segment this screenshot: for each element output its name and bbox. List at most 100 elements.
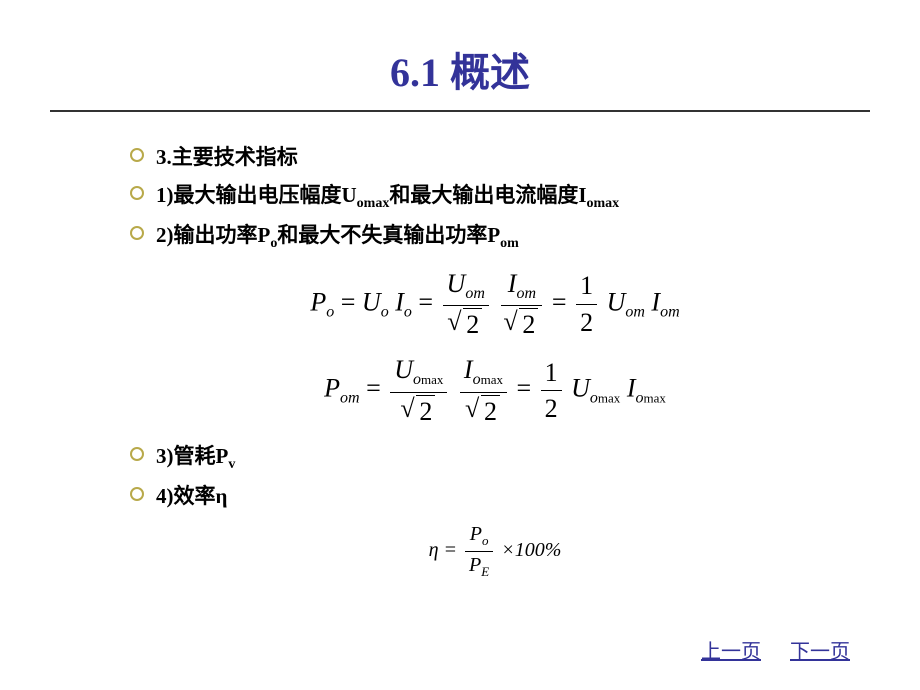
subscript-max: max (643, 391, 665, 406)
subscript-om: om (625, 303, 645, 320)
sqrt-icon: 2 (467, 395, 500, 427)
prev-page-link[interactable]: 上一页 (701, 641, 761, 663)
bullet-item-4: 3)管耗Pv (130, 441, 860, 475)
subscript-max: max (421, 373, 443, 388)
radicand: 2 (519, 308, 538, 340)
bullet-ring-icon (130, 226, 144, 240)
slide: 6.1 概述 3.主要技术指标 1)最大输出电压幅度Uomax和最大输出电流幅度… (0, 0, 920, 690)
bullet-item-5: 4)效率η (130, 481, 860, 513)
times-100-percent: ×100% (501, 539, 561, 561)
equals: = (341, 287, 362, 316)
var-U: U (447, 269, 466, 298)
bullet-item-3: 2)输出功率Po和最大不失真输出功率Pom (130, 220, 860, 254)
var-I: I (464, 355, 473, 384)
bullet-text-3: 2)输出功率Po和最大不失真输出功率Pom (156, 220, 519, 254)
denominator: 2 (501, 306, 542, 340)
subscript-E: E (481, 564, 489, 579)
content-area: 3.主要技术指标 1)最大输出电压幅度Uomax和最大输出电流幅度Iomax 2… (0, 142, 920, 580)
denominator: 2 (443, 306, 489, 340)
next-page-link[interactable]: 下一页 (790, 641, 850, 663)
subscript-o: o (482, 533, 489, 548)
fraction: Uom 2 (443, 268, 489, 341)
formula-pom: Pom = Uomax 2 Iomax 2 = 1 2 Uomax Iomax (130, 354, 860, 427)
fraction: Po PE (465, 523, 493, 580)
var-P: P (324, 374, 340, 403)
fraction-half: 1 2 (576, 270, 597, 337)
var-P: P (469, 554, 481, 576)
var-U: U (571, 374, 590, 403)
subscript-o: o (590, 390, 598, 407)
radicand: 2 (481, 395, 500, 427)
text-fragment: 和最大输出电流幅度I (389, 183, 586, 207)
text-fragment: 和最大不失真输出功率P (277, 223, 500, 247)
equals: = (418, 287, 439, 316)
title-underline (50, 110, 870, 112)
equals: = (366, 374, 387, 403)
text-fragment: 1)最大输出电压幅度U (156, 183, 357, 207)
fraction: Uomax 2 (390, 354, 447, 427)
equals: = (516, 374, 537, 403)
radicand: 2 (416, 395, 435, 427)
formula-efficiency: η = Po PE ×100% (130, 523, 860, 580)
fraction: Iomax 2 (460, 354, 507, 427)
numerator: Uom (443, 268, 489, 306)
equals: = (444, 539, 463, 561)
bullet-text-2: 1)最大输出电压幅度Uomax和最大输出电流幅度Iomax (156, 180, 619, 214)
numerator: 1 (541, 357, 562, 391)
numerator: Iom (501, 268, 542, 306)
subscript-o: o (381, 303, 389, 320)
equals: = (552, 287, 573, 316)
var-P: P (310, 287, 326, 316)
nav-links: 上一页 下一页 (677, 635, 850, 664)
subscript-om: om (340, 390, 360, 407)
text-fragment: 3)管耗P (156, 444, 228, 468)
fraction-half: 1 2 (541, 357, 562, 424)
subscript-max: max (598, 391, 620, 406)
sqrt-icon: 2 (449, 308, 482, 340)
var-P: P (470, 523, 482, 545)
bullet-ring-icon (130, 487, 144, 501)
subscript: omax (587, 196, 620, 211)
sqrt-icon: 2 (505, 308, 538, 340)
bullet-ring-icon (130, 447, 144, 461)
bullet-item-2: 1)最大输出电压幅度Uomax和最大输出电流幅度Iomax (130, 180, 860, 214)
bullet-item-1: 3.主要技术指标 (130, 142, 860, 174)
bullet-text-5: 4)效率η (156, 481, 227, 513)
subscript-om: om (660, 303, 680, 320)
slide-title: 6.1 概述 (0, 40, 920, 98)
denominator: 2 (576, 305, 597, 338)
bullet-text-1: 3.主要技术指标 (156, 142, 298, 174)
denominator: 2 (390, 393, 447, 427)
var-U: U (607, 287, 626, 316)
subscript-o: o (326, 303, 334, 320)
numerator: Uomax (390, 354, 447, 392)
subscript-o: o (473, 372, 481, 389)
subscript-om: om (465, 285, 485, 302)
var-eta: η (429, 539, 439, 561)
text-fragment: 2)输出功率P (156, 223, 270, 247)
numerator: Iomax (460, 354, 507, 392)
bullet-text-4: 3)管耗Pv (156, 441, 235, 475)
bullet-ring-icon (130, 148, 144, 162)
fraction: Iom 2 (501, 268, 542, 341)
var-I: I (651, 287, 660, 316)
denominator: 2 (460, 393, 507, 427)
denominator: 2 (541, 391, 562, 424)
subscript-om: om (516, 285, 536, 302)
denominator: PE (465, 552, 493, 580)
numerator: 1 (576, 270, 597, 304)
var-U: U (362, 287, 381, 316)
formula-po: Po = Uo Io = Uom 2 Iom 2 = 1 2 Uom Iom (130, 268, 860, 341)
subscript: v (228, 457, 235, 472)
subscript-o: o (413, 372, 421, 389)
subscript: om (500, 236, 519, 251)
var-I: I (395, 287, 404, 316)
radicand: 2 (463, 308, 482, 340)
subscript-max: max (481, 373, 503, 388)
var-U: U (394, 355, 413, 384)
subscript-o: o (404, 303, 412, 320)
sqrt-icon: 2 (402, 395, 435, 427)
bullet-ring-icon (130, 186, 144, 200)
numerator: Po (465, 523, 493, 552)
subscript: omax (357, 196, 390, 211)
